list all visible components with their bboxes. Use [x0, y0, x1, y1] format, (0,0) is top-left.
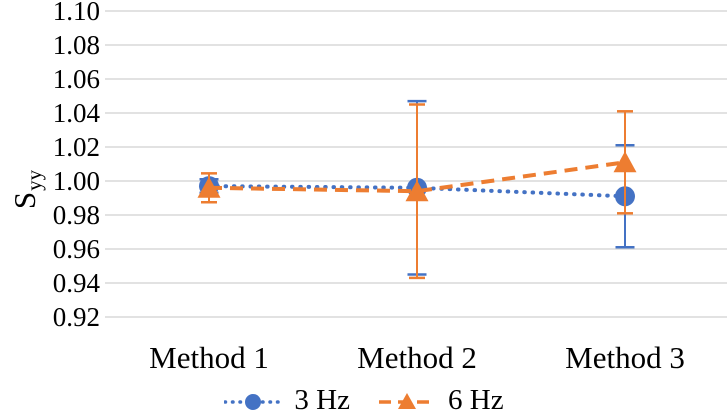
legend: 3 Hz 6 Hz [0, 384, 728, 417]
x-category-label: Method 3 [565, 340, 685, 375]
legend-sample-dashed-triangle-icon [379, 392, 435, 409]
data-point-triangle-marker [613, 151, 637, 173]
y-tick-label: 1.04 [52, 98, 100, 128]
y-tick-label: 1.02 [52, 132, 100, 162]
y-tick-label: 1.06 [52, 64, 100, 94]
legend-label: 6 Hz [448, 384, 504, 416]
data-point-triangle-marker [197, 176, 221, 198]
legend-sample-dotted-circle-icon [224, 393, 283, 410]
legend-label: 3 Hz [294, 384, 350, 416]
y-tick-label: 0.98 [52, 200, 100, 230]
y-tick-label: 1.00 [52, 166, 100, 196]
series-line-6-hz [208, 160, 626, 194]
y-tick-label: 0.96 [52, 234, 100, 264]
y-tick-label: 1.10 [52, 0, 100, 26]
data-point-triangle-marker [405, 180, 429, 202]
y-tick-label: 0.92 [52, 302, 100, 332]
x-category-label: Method 2 [357, 340, 477, 375]
x-category-label: Method 1 [149, 340, 269, 375]
legend-item-6-hz: 6 Hz [378, 384, 504, 417]
y-tick-label: 0.94 [52, 268, 100, 298]
legend-item-3-hz: 3 Hz [224, 384, 350, 417]
y-tick-label: 1.08 [52, 30, 100, 60]
